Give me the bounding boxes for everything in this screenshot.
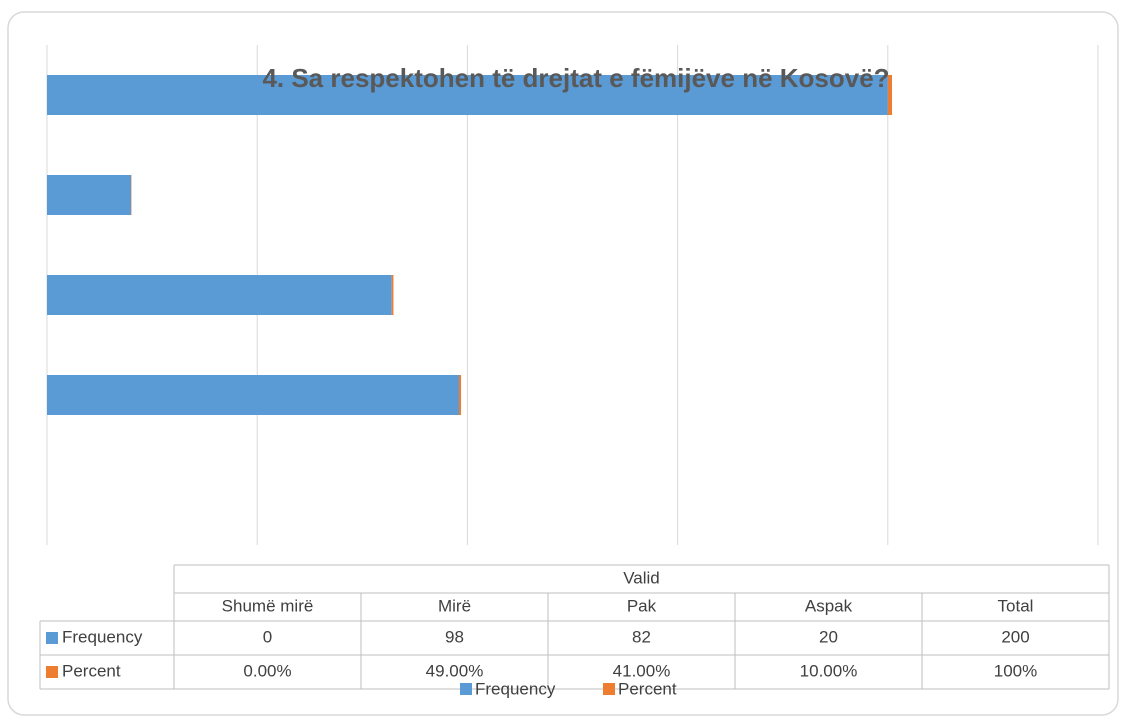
table-cell: 100% bbox=[994, 661, 1037, 680]
category-label: Shumë mirë bbox=[222, 596, 314, 615]
table-legend-key bbox=[46, 666, 58, 678]
bar bbox=[47, 175, 131, 215]
category-label: Total bbox=[998, 596, 1034, 615]
table-legend-key bbox=[46, 632, 58, 644]
category-label: Mirë bbox=[438, 596, 471, 615]
bar bbox=[47, 375, 459, 415]
table-cell: 10.00% bbox=[800, 661, 858, 680]
legend-label: Frequency bbox=[475, 679, 556, 698]
table-cell: 82 bbox=[632, 627, 651, 646]
table-cell: 0 bbox=[263, 627, 272, 646]
table-cell: 0.00% bbox=[243, 661, 291, 680]
table-cell: 41.00% bbox=[613, 661, 671, 680]
bar bbox=[47, 275, 392, 315]
table-cell: 20 bbox=[819, 627, 838, 646]
bar bbox=[392, 275, 394, 315]
table-row-label: Percent bbox=[62, 661, 121, 680]
table-cell: 200 bbox=[1001, 627, 1029, 646]
chart-title: 4. Sa respektohen të drejtat e fëmijëve … bbox=[262, 63, 889, 93]
category-label: Aspak bbox=[805, 596, 853, 615]
legend-label: Percent bbox=[618, 679, 677, 698]
legend-key bbox=[603, 683, 615, 695]
table-row-label: Frequency bbox=[62, 627, 143, 646]
table-group-header: Valid bbox=[623, 568, 660, 587]
table-cell: 98 bbox=[445, 627, 464, 646]
table-cell: 49.00% bbox=[426, 661, 484, 680]
legend-key bbox=[460, 683, 472, 695]
category-label: Pak bbox=[627, 596, 657, 615]
bar bbox=[459, 375, 461, 415]
